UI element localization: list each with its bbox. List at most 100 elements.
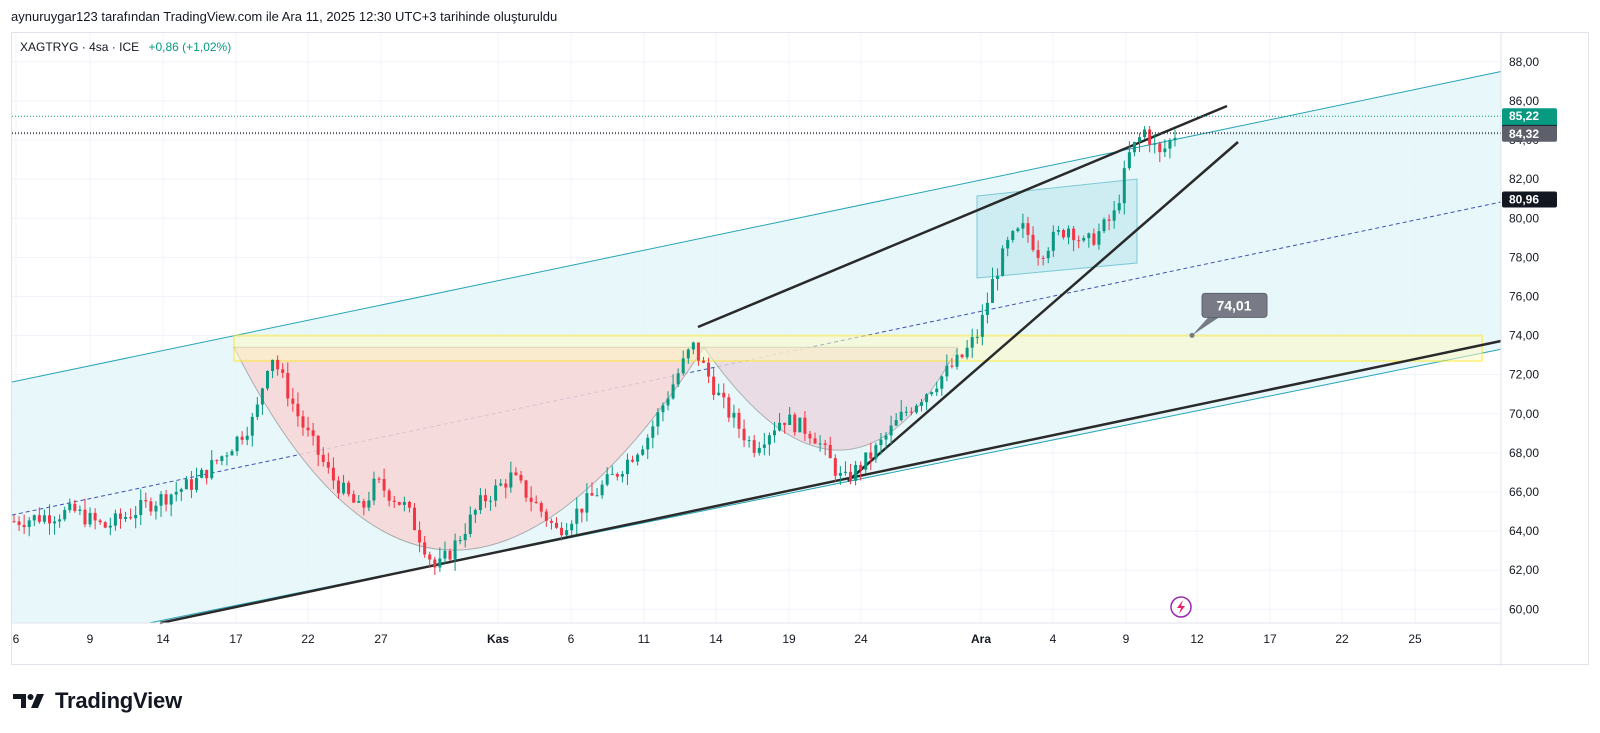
candle-body <box>22 524 26 528</box>
candle-body <box>108 525 112 528</box>
candle-body <box>271 359 275 372</box>
annotation-label: 74,01 <box>1216 297 1251 313</box>
candle-body <box>565 530 569 536</box>
candle-body <box>483 495 487 502</box>
candle-body <box>443 550 447 559</box>
candle-body <box>529 497 533 502</box>
candle-body <box>83 509 87 525</box>
candle-body <box>1158 143 1162 153</box>
candle-body <box>509 472 513 488</box>
candle-body <box>78 509 82 511</box>
candle-body <box>159 494 163 506</box>
candle-body <box>489 500 493 502</box>
candle-body <box>499 483 503 486</box>
candle-body <box>544 511 548 521</box>
candle-body <box>473 510 477 515</box>
candle-body <box>620 474 624 477</box>
price-label: 80,96 <box>1509 192 1539 206</box>
chart-plot[interactable]: 74,01 60,00 62,00 64,00 66,00 68,00 70,00 72,0… <box>12 33 1590 666</box>
candle-body <box>296 403 300 417</box>
y-tick-label: 60,00 <box>1509 602 1539 616</box>
candle-body <box>98 520 102 523</box>
tradingview-logo[interactable]: TradingView <box>13 688 182 714</box>
candle-body <box>276 359 280 370</box>
candles <box>12 125 1177 575</box>
chart-caption: aynuruygar123 tarafından TradingView.com… <box>11 9 558 24</box>
candle-body <box>737 412 741 429</box>
candle-body <box>1107 219 1111 221</box>
x-tick-label: 25 <box>1408 632 1422 646</box>
candle-body <box>869 452 873 459</box>
candle-body <box>113 513 117 526</box>
candle-body <box>281 369 285 373</box>
candle-body <box>255 404 259 417</box>
candle-body <box>124 517 128 519</box>
x-axis: 6 9 14 17 22 27 Kas 6 11 14 19 24 Ara 4 9 12 17 22 25 <box>12 622 1501 646</box>
candle-body <box>960 354 964 358</box>
candle-body <box>504 483 508 488</box>
candle-body <box>605 474 609 485</box>
candle-body <box>377 478 381 480</box>
x-tick-label: 11 <box>638 632 651 646</box>
candle-body <box>889 425 893 436</box>
candle-body <box>600 484 604 496</box>
candle-body <box>352 494 356 503</box>
candle-body <box>1041 257 1045 259</box>
candle-body <box>382 479 386 491</box>
candle-body <box>63 510 67 520</box>
candle-body <box>407 501 411 508</box>
candle-body <box>423 542 427 555</box>
candle-body <box>884 435 888 440</box>
candle-body <box>1031 234 1035 251</box>
drawing-layer <box>12 71 1502 625</box>
candle-body <box>1026 223 1030 235</box>
candle-body <box>560 527 564 536</box>
symbol-label[interactable]: XAGTRYG · 4sa · ICE <box>20 40 140 54</box>
candle-body <box>311 430 315 436</box>
candle-body <box>1056 230 1060 232</box>
candle-body <box>58 519 62 522</box>
candle-body <box>1102 219 1106 232</box>
candle-body <box>864 452 868 470</box>
candle-body <box>580 508 584 513</box>
candle-body <box>17 521 21 525</box>
candle-body <box>641 449 645 455</box>
candle-body <box>494 485 498 501</box>
candle-body <box>920 402 924 406</box>
candle-body <box>260 388 264 405</box>
candle-body <box>179 489 183 492</box>
y-tick-label: 70,00 <box>1509 407 1539 421</box>
candle-body <box>823 443 827 445</box>
candle-body <box>534 501 538 504</box>
candle-body <box>1006 240 1010 249</box>
price-label: 84,32 <box>1509 127 1539 141</box>
y-tick-label: 76,00 <box>1509 289 1539 303</box>
candle-body <box>798 417 802 433</box>
candle-body <box>1011 231 1015 241</box>
candle-body <box>169 494 173 505</box>
candle-body <box>930 392 934 395</box>
candle-body <box>1148 129 1152 145</box>
candle-body <box>651 426 655 438</box>
candle-body <box>1153 143 1157 145</box>
candle-body <box>590 493 594 496</box>
candle-body <box>149 501 153 512</box>
candle-body <box>1143 129 1147 138</box>
candle-body <box>164 494 168 505</box>
candle-body <box>732 412 736 418</box>
price-change: +0,86 (+1,02%) <box>148 40 232 54</box>
x-tick-label: 24 <box>854 632 868 646</box>
chart-frame[interactable]: 74,01 60,00 62,00 64,00 66,00 68,00 70,00 72,0… <box>11 32 1590 666</box>
candle-body <box>205 469 209 479</box>
candle-body <box>940 376 944 389</box>
price-label: 85,22 <box>1509 109 1539 123</box>
candle-body <box>859 464 863 470</box>
y-tick-label: 88,00 <box>1509 55 1539 69</box>
candle-body <box>362 501 366 508</box>
candle-body <box>1001 248 1005 276</box>
candle-body <box>813 438 817 444</box>
candle-body <box>387 490 391 501</box>
candle-body <box>347 482 351 495</box>
candle-body <box>985 302 989 316</box>
candle-body <box>53 521 57 524</box>
